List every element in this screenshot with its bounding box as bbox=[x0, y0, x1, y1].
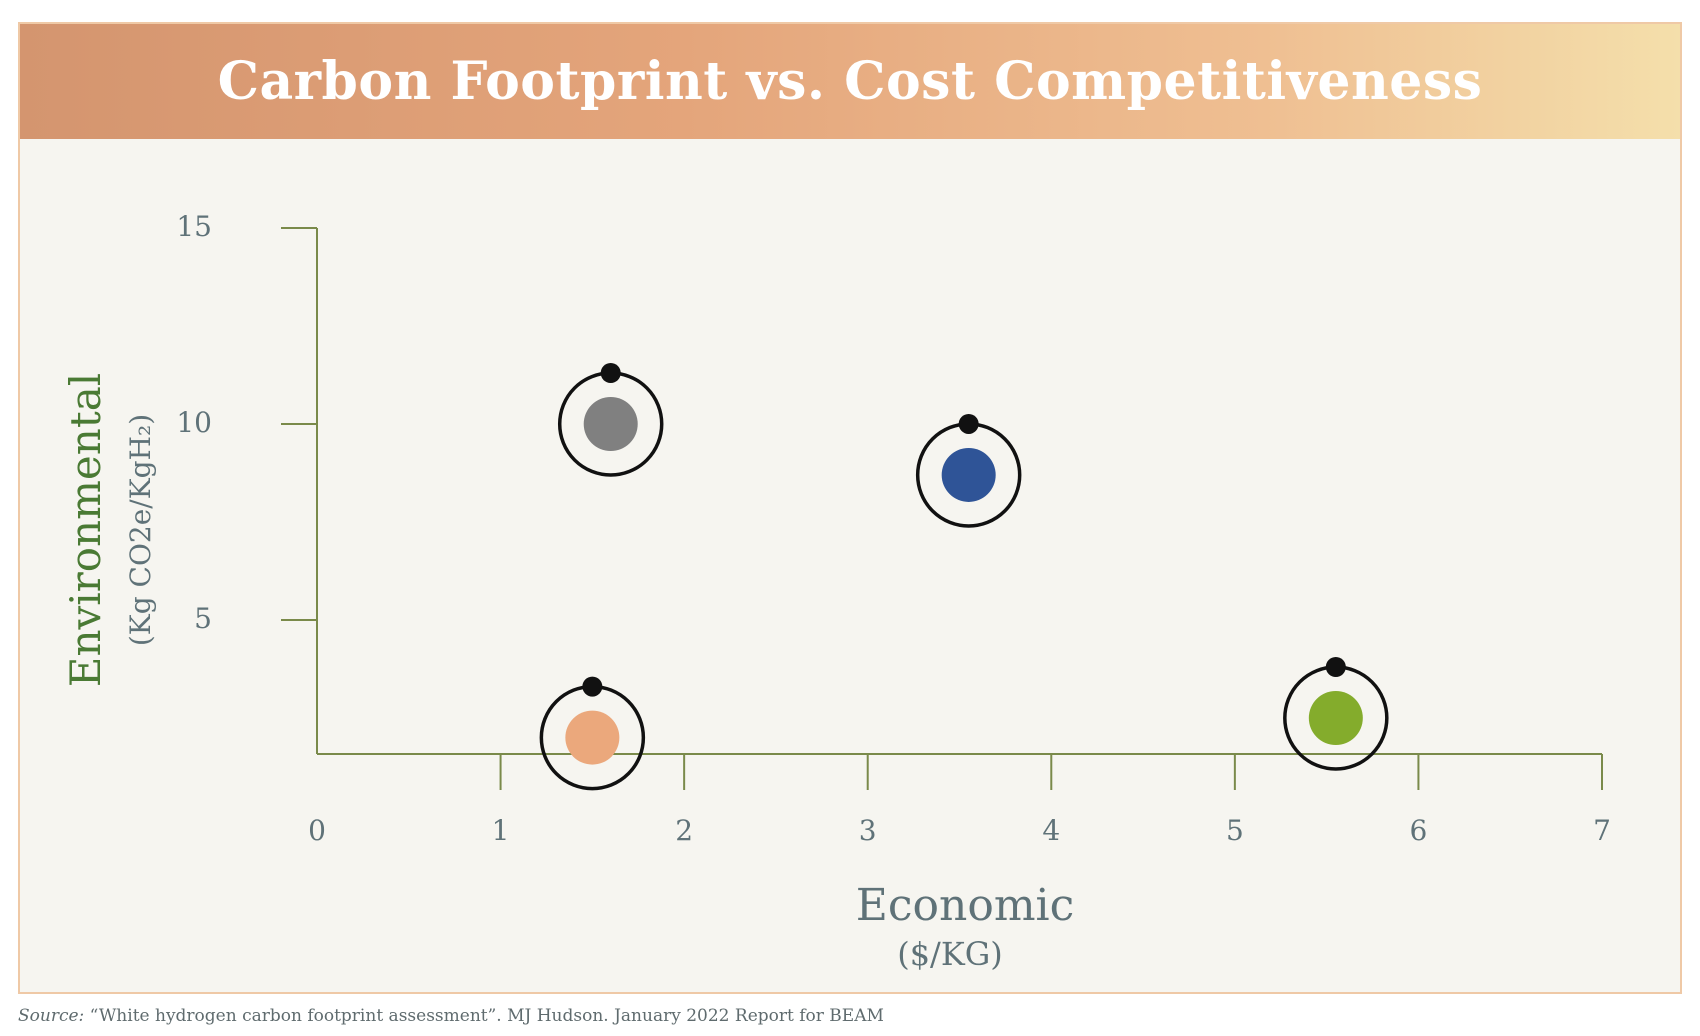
x-tick-label: 7 bbox=[1593, 814, 1611, 847]
y-axis-unit: (Kg CO2e/KgH₂) bbox=[124, 414, 157, 646]
x-tick-label: 4 bbox=[1042, 814, 1060, 847]
x-axis-title: Economic bbox=[856, 880, 1075, 931]
point-marker bbox=[941, 447, 996, 502]
x-tick-label: 3 bbox=[859, 814, 877, 847]
source-label: Source: bbox=[18, 1006, 85, 1026]
axes bbox=[281, 227, 1603, 790]
y-tick-label: 10 bbox=[176, 406, 212, 439]
chart-frame: Carbon Footprint vs. Cost Competitivenes… bbox=[18, 22, 1682, 994]
x-tick-label: 0 bbox=[308, 814, 326, 847]
x-tick-label: 6 bbox=[1410, 814, 1428, 847]
x-tick-label: 2 bbox=[675, 814, 693, 847]
source-note: Source: “White hydrogen carbon footprint… bbox=[18, 1006, 884, 1026]
y-axis-title-group: Environmental (Kg CO2e/KgH₂) bbox=[61, 373, 157, 687]
data-point bbox=[539, 676, 646, 791]
point-orbit-dot bbox=[582, 676, 603, 697]
point-orbit-dot bbox=[600, 363, 621, 383]
y-tick-label: 5 bbox=[194, 602, 212, 635]
chart-title: Carbon Footprint vs. Cost Competitivenes… bbox=[217, 51, 1483, 112]
x-axis-unit: ($/KG) bbox=[897, 935, 1003, 973]
x-tick-label: 1 bbox=[492, 814, 510, 847]
scatter-chart: 5 10 15 0 1 2 3 4 5 6 7 Environmental (Kg CO2e/KgH… bbox=[61, 210, 1611, 973]
x-tick-label: 5 bbox=[1226, 814, 1244, 847]
data-points bbox=[539, 363, 1389, 791]
title-banner: Carbon Footprint vs. Cost Competitivenes… bbox=[20, 24, 1680, 139]
y-tick-label: 15 bbox=[176, 210, 212, 243]
data-point bbox=[1283, 657, 1389, 771]
point-orbit-dot bbox=[958, 413, 979, 434]
tick-labels: 5 10 15 0 1 2 3 4 5 6 7 bbox=[176, 210, 1611, 847]
point-marker bbox=[583, 397, 638, 451]
point-marker bbox=[1308, 691, 1363, 745]
data-point bbox=[557, 363, 664, 477]
source-text: “White hydrogen carbon footprint assessm… bbox=[89, 1006, 884, 1026]
y-axis-title: Environmental bbox=[61, 373, 110, 687]
point-marker bbox=[565, 710, 620, 765]
point-orbit-dot bbox=[1325, 657, 1346, 677]
data-point bbox=[915, 413, 1022, 528]
